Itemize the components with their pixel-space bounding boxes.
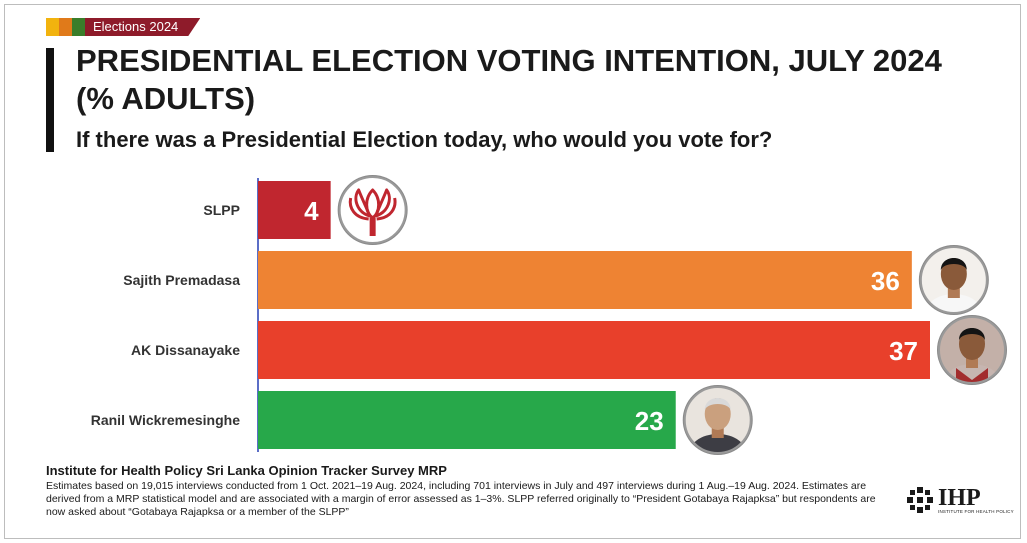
category-label: AK Dissanayake	[131, 342, 240, 358]
tag-swatch-orange	[59, 18, 72, 36]
ak-dissanayake-photo	[937, 315, 1007, 385]
tag-swatch-green	[72, 18, 85, 36]
data-label: 4	[304, 196, 319, 226]
source-title: Institute for Health Policy Sri Lanka Op…	[46, 463, 447, 478]
category-label: SLPP	[203, 202, 240, 218]
bar-row: Sajith Premadasa 36	[123, 245, 989, 315]
bar-row: AK Dissanayake 37	[131, 315, 1007, 385]
source-note: Estimates based on 19,015 interviews con…	[46, 480, 876, 518]
bar	[258, 251, 912, 309]
ranil-wickremesinghe-photo	[682, 385, 753, 455]
category-label: Sajith Premadasa	[123, 272, 240, 288]
logo-tagline: INSTITUTE FOR HEALTH POLICY	[938, 508, 1014, 514]
tag-swatch-yellow	[46, 18, 59, 36]
bar-row: SLPP 4	[203, 175, 408, 245]
bar-chart: SLPP 4 Sajith Premadasa 36 AK Dissanayake 37 R…	[91, 175, 1007, 455]
sajith-premadasa-photo	[918, 245, 989, 315]
logo-wordmark: IHP	[938, 484, 981, 511]
bar-row: Ranil Wickremesinghe 23	[91, 385, 753, 455]
title-accent-bar	[46, 48, 54, 152]
category-label: Ranil Wickremesinghe	[91, 412, 240, 428]
ihp-logo: IHP INSTITUTE FOR HEALTH POLICY	[906, 486, 1014, 514]
tag-label: Elections 2024	[85, 18, 200, 36]
chart-title: PRESIDENTIAL ELECTION VOTING INTENTION, …	[76, 43, 942, 116]
chart-subtitle: If there was a Presidential Election tod…	[76, 127, 773, 152]
data-label: 23	[635, 406, 664, 436]
bar	[258, 321, 930, 379]
ihp-logo-mark-icon	[907, 487, 933, 513]
bar	[258, 181, 331, 239]
bar	[258, 391, 676, 449]
data-label: 36	[871, 266, 900, 296]
data-label: 37	[889, 336, 918, 366]
slpp-lotus-icon	[337, 175, 408, 245]
elections-tag: Elections 2024	[46, 18, 200, 36]
